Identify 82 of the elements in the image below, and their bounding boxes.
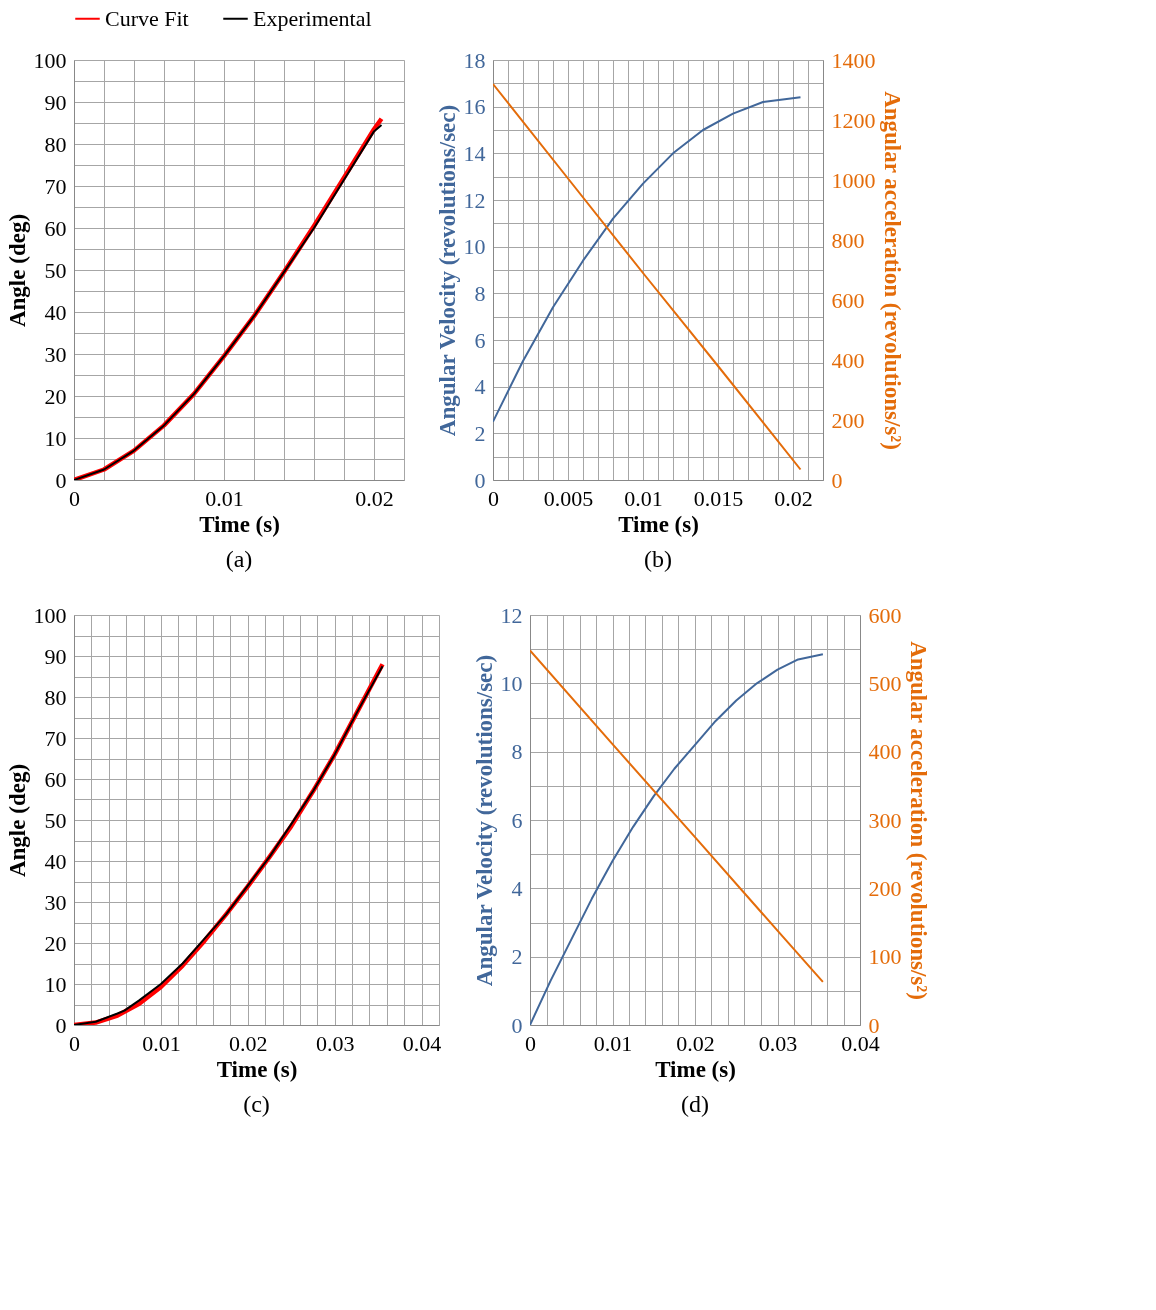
x-axis-title: Time (s): [199, 511, 280, 537]
y-tick-label: 50: [44, 807, 67, 833]
y2-tick-label: 1200: [831, 107, 876, 133]
x-tick-label: 0.01: [624, 485, 663, 511]
y-tick-label: 80: [44, 684, 67, 710]
y-tick-label: 20: [44, 383, 67, 409]
y-tick-label: 4: [474, 374, 486, 400]
y2-tick-label: 600: [831, 287, 865, 313]
y-tick-label: 12: [463, 187, 486, 213]
y-tick-label: 10: [463, 234, 486, 260]
y2-tick-label: 200: [831, 407, 865, 433]
y-tick-label: 40: [44, 299, 67, 325]
y-tick-label: 2: [474, 420, 486, 446]
y2-tick-label: 200: [868, 875, 902, 901]
y-axis-title: Angular Velocity (revolutions/sec): [471, 654, 497, 987]
x-tick-label: 0.02: [676, 1030, 715, 1056]
y-tick-label: 14: [463, 140, 486, 166]
y-tick-label: 70: [44, 725, 67, 751]
y-tick-label: 30: [44, 889, 67, 915]
y-tick-label: 90: [44, 643, 67, 669]
x-tick-label: 0.01: [205, 485, 244, 511]
y-tick-label: 0: [55, 1012, 67, 1038]
y-tick-label: 50: [44, 257, 67, 283]
y-axis-title: Angle (deg): [4, 763, 30, 878]
y-tick-label: 30: [44, 341, 67, 367]
y2-tick-label: 0: [831, 467, 843, 493]
text: (d): [681, 1091, 709, 1117]
x-tick-label: 0.01: [593, 1030, 633, 1056]
y-tick-label: 10: [44, 425, 67, 451]
y-tick-label: 90: [44, 89, 67, 115]
y-tick-label: 10: [44, 971, 67, 997]
text: (b): [644, 546, 672, 572]
y-tick-label: 4: [511, 875, 523, 901]
y2-tick-label: 100: [868, 944, 902, 970]
y-tick-label: 20: [44, 930, 67, 956]
y2-tick-label: 600: [868, 602, 902, 628]
x-tick-label: 0.015: [693, 485, 744, 511]
y-tick-label: 6: [474, 327, 486, 353]
y-tick-label: 0: [55, 467, 67, 493]
y2-tick-label: 400: [831, 347, 865, 373]
x-tick-label: 0.03: [315, 1030, 355, 1056]
x-axis-title: Time (s): [618, 511, 699, 537]
y2-axis-title: Angular acceleration (revolutions/s²): [905, 641, 931, 1000]
legend-label: Curve Fit: [105, 5, 189, 31]
x-tick-label: 0.04: [402, 1030, 442, 1056]
y2-tick-label: 1000: [831, 167, 876, 193]
text: (c): [243, 1091, 270, 1117]
y-tick-label: 12: [500, 602, 523, 628]
y2-tick-label: 500: [868, 670, 902, 696]
y-tick-label: 100: [33, 602, 67, 628]
y-tick-label: 10: [500, 670, 523, 696]
y-tick-label: 8: [474, 280, 486, 306]
y2-tick-label: 1400: [831, 47, 876, 73]
x-tick-label: 0.02: [229, 1030, 268, 1056]
x-tick-label: 0.03: [758, 1030, 798, 1056]
y-tick-label: 16: [463, 94, 486, 120]
x-tick-label: 0.02: [774, 485, 813, 511]
y-tick-label: 18: [463, 47, 486, 73]
y2-tick-label: 800: [831, 227, 865, 253]
y2-axis-title: Angular acceleration (revolutions/s²): [879, 91, 905, 450]
y-tick-label: 60: [44, 215, 67, 241]
y-axis-title: Angle (deg): [4, 213, 30, 328]
y-tick-label: 70: [44, 173, 67, 199]
x-tick-label: 0.01: [142, 1030, 181, 1056]
text: (a): [225, 546, 253, 572]
y-tick-label: 2: [511, 944, 523, 970]
y-tick-label: 80: [44, 131, 67, 157]
y-axis-title: Angular Velocity (revolutions/sec): [434, 104, 460, 437]
y2-tick-label: 400: [868, 739, 902, 765]
x-tick-label: 0.005: [543, 485, 594, 511]
y-tick-label: 40: [44, 848, 67, 874]
x-axis-title: Time (s): [655, 1056, 736, 1082]
y-tick-label: 100: [33, 47, 67, 73]
y-tick-label: 8: [511, 739, 523, 765]
y2-tick-label: 300: [868, 807, 902, 833]
x-axis-title: Time (s): [216, 1056, 298, 1082]
legend-label: Experimental: [253, 5, 372, 31]
y-tick-label: 6: [511, 807, 523, 833]
y-tick-label: 0: [474, 467, 486, 493]
x-tick-label: 0.02: [355, 485, 394, 511]
y-tick-label: 60: [44, 766, 67, 792]
y-tick-label: 0: [511, 1012, 523, 1038]
